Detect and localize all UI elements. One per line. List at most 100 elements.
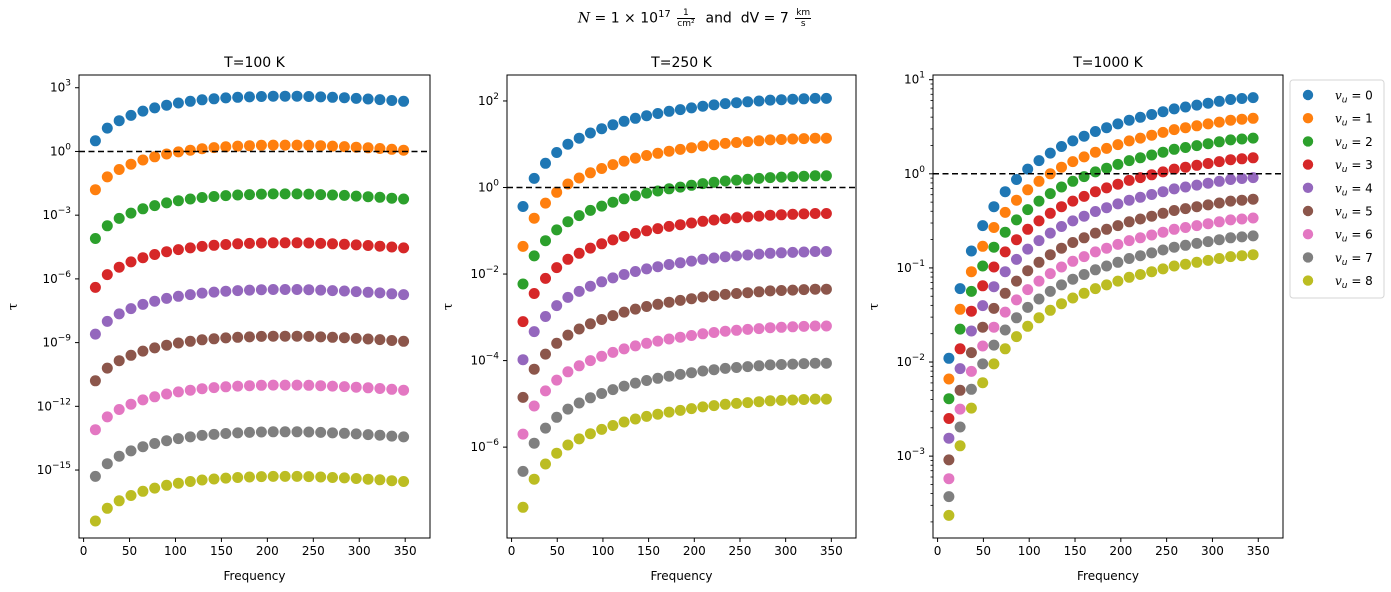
data-point [303,139,315,151]
data-point [708,400,720,412]
data-point [1011,174,1022,185]
data-point [255,188,267,200]
data-point [1089,166,1101,178]
data-point [137,345,149,357]
data-point [172,290,184,302]
data-point [1033,155,1045,167]
data-point [584,318,596,330]
data-point [149,151,161,163]
data-point [618,269,630,280]
data-point [1022,243,1034,255]
legend-item: vu = 1 [1302,112,1373,129]
data-point [584,127,596,139]
data-point [764,285,776,297]
data-point [798,358,810,370]
data-point [954,384,966,396]
data-point [137,441,149,453]
data-point [719,288,731,300]
legend-item: vu = 6 [1302,228,1373,245]
data-point [629,413,641,425]
data-point [1101,122,1113,134]
y-tick-label: 10−12 [37,397,71,413]
data-point [573,433,585,445]
data-point [291,284,303,295]
data-point [1213,197,1225,209]
data-point [652,223,664,235]
data-point [1101,202,1113,214]
data-point [977,321,989,333]
data-point [965,305,977,317]
data-point [775,359,787,370]
data-point [517,428,529,440]
data-point [113,404,125,415]
data-point [255,471,267,483]
data-point [562,253,574,265]
data-point [551,186,563,198]
data-point [731,212,742,224]
data-point [374,94,386,106]
data-point [161,99,173,111]
data-point [1146,210,1158,222]
data-point [999,324,1011,336]
data-point [988,261,1000,273]
data-point [161,292,173,304]
legend-item: vu = 2 [1302,135,1373,152]
data-point [1134,250,1146,262]
data-point [1112,220,1124,232]
data-point [1202,254,1214,266]
data-point [584,204,596,216]
data-point [220,190,232,202]
suptitle-dv-unit-den: s [800,19,806,29]
data-point [596,350,608,362]
data-point [1146,229,1158,241]
x-tick-label: 250 [729,544,752,558]
data-point [1236,231,1248,243]
series-vu-7 [89,426,410,482]
panel-3: T=1000 K 0 50 100 150 200 250 300 350 Frequency 10… [867,55,1284,583]
data-point [1134,191,1146,203]
data-point [618,230,630,242]
data-point [1146,149,1158,161]
data-point [562,439,574,451]
panel-title: T=100 K [223,55,285,71]
data-point [338,92,350,104]
data-point [787,358,799,370]
figure-suptitle: N = 1 × 1017 1 cm² and dV = 7 km s [0,8,1391,29]
data-point [708,290,720,302]
data-point [753,323,765,335]
data-point [113,212,125,224]
data-point [731,174,742,186]
data-point [1180,203,1191,215]
data-point [255,139,267,151]
data-point [1112,238,1124,250]
data-point [398,242,410,254]
data-point [350,141,362,153]
data-point [697,253,709,265]
data-point [551,337,563,349]
data-point [1011,331,1022,343]
data-point [398,384,410,396]
x-axis-label: Frequency [224,569,286,583]
data-point [1236,153,1248,165]
data-point [386,143,398,155]
data-point [1247,193,1259,205]
data-point [1247,212,1259,224]
panel-1: T=100 K 0 50 100 150 200 250 300 350 Frequency 103… [6,55,431,583]
data-point [999,306,1011,318]
data-point [1044,285,1056,297]
data-point [798,246,810,258]
data-point [965,347,977,359]
data-point [291,330,303,342]
data-point [208,142,220,154]
data-point [977,377,989,389]
data-point [1011,312,1022,324]
data-point [1078,232,1090,244]
data-point [1067,135,1079,147]
data-point [1180,258,1191,270]
data-point [1011,194,1022,206]
data-point [775,134,787,145]
data-point [338,427,350,439]
data-point [618,155,630,167]
data-point [977,280,989,292]
series-vu-2 [943,132,1259,405]
